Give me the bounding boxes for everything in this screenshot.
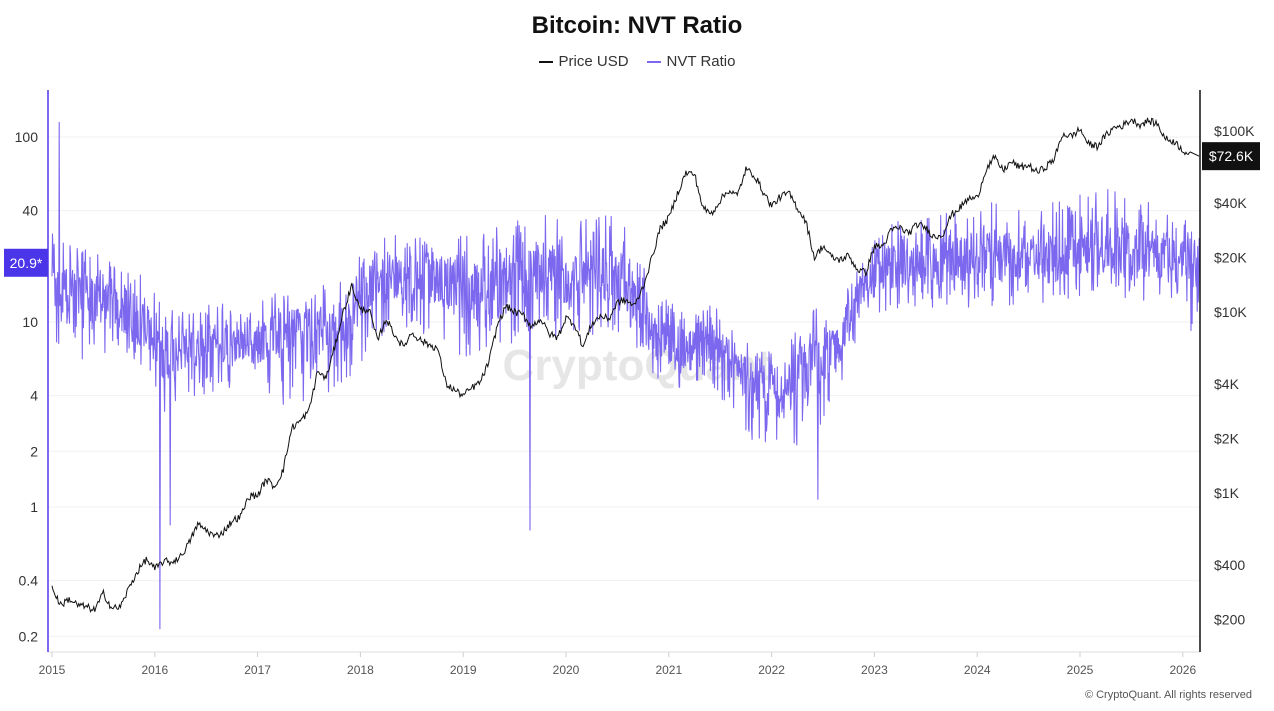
price-usd-line — [51, 117, 1200, 614]
copyright-footer: © CryptoQuant. All rights reserved — [1084, 689, 1252, 701]
current-nvt-badge — [4, 248, 48, 277]
left-tick-label: 0.4 — [19, 573, 39, 589]
left-tick-label: 40 — [22, 203, 38, 219]
chart-title: Bitcoin: NVT Ratio — [531, 12, 743, 39]
current-nvt-label: 20.9* — [10, 255, 43, 271]
left-tick-label: 2 — [30, 443, 38, 459]
left-tick-label: 0.2 — [19, 628, 39, 644]
nvt-swatch — [646, 60, 661, 63]
x-tick-label: 2019 — [450, 663, 477, 677]
right-tick-label: $40K — [1214, 195, 1247, 211]
left-tick-label: 1 — [30, 499, 38, 515]
x-tick-label: 2025 — [1067, 663, 1094, 677]
right-tick-label: $4K — [1214, 376, 1240, 392]
right-tick-label: $400 — [1214, 557, 1245, 573]
x-tick-label: 2026 — [1169, 663, 1196, 677]
left-tick-label: 100 — [15, 129, 39, 145]
x-tick-label: 2018 — [347, 663, 374, 677]
current-price-label: $72.6K — [1209, 148, 1254, 164]
left-tick-label: 4 — [30, 388, 38, 404]
right-tick-label: $200 — [1214, 612, 1245, 628]
left-tick-label: 10 — [22, 314, 38, 330]
x-tick-label: 2017 — [244, 663, 271, 677]
x-tick-label: 2022 — [758, 663, 785, 677]
nvt-ratio-line — [51, 121, 1201, 630]
legend-label-price: Price USD — [558, 53, 629, 70]
legend-label-nvt: NVT Ratio — [666, 53, 736, 70]
price-swatch — [538, 60, 553, 63]
x-tick-label: 2016 — [141, 663, 168, 677]
x-tick-label: 2024 — [964, 663, 991, 677]
legend-item-price[interactable]: Price USD — [538, 53, 629, 70]
right-tick-label: $2K — [1214, 431, 1240, 447]
x-tick-label: 2023 — [861, 663, 888, 677]
x-tick-label: 2015 — [39, 663, 66, 677]
right-tick-label: $100K — [1214, 123, 1255, 139]
current-price-badge — [1202, 142, 1260, 171]
legend: Price USD NVT Ratio — [0, 53, 1274, 70]
right-tick-label: $1K — [1214, 485, 1240, 501]
right-tick-label: $10K — [1214, 304, 1247, 320]
x-tick-label: 2020 — [553, 663, 580, 677]
x-tick-label: 2021 — [655, 663, 682, 677]
legend-item-nvt[interactable]: NVT Ratio — [646, 53, 736, 70]
right-tick-label: $20K — [1214, 250, 1247, 266]
